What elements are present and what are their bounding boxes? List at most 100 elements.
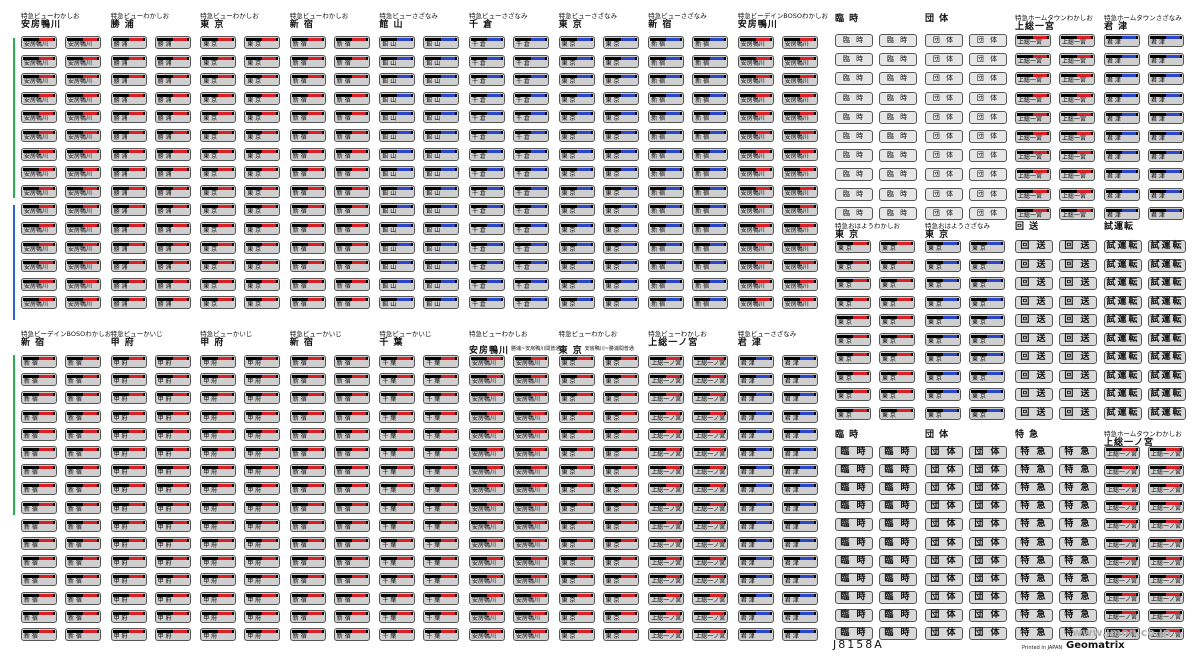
plate-destination: 東 京 [928,411,942,419]
destination-plate: 新 宿 [65,482,101,496]
plate-destination: 君 津 [1151,154,1165,162]
destination-plate: 東 京 [925,369,961,383]
destination-plate: 東 京 [925,332,961,346]
destination-plate: 上総一ノ宮 [1148,518,1184,532]
destination-plate: 館 山 [423,54,460,68]
group-heading: 特急ビューかいじ新 宿 [290,330,342,349]
plate-destination: 新 宿 [336,542,351,549]
destination-plate: 新 宿 [289,296,326,310]
plate-color-band [202,484,235,488]
destination-plate: 安房鴨川 [737,91,774,105]
destination-plate: 君 津 [737,609,774,623]
plate-color-band [156,411,189,415]
destination-plate: 甲 府 [154,573,191,587]
plate-destination: 勝 浦 [113,189,128,197]
plate-color-band [739,357,772,360]
plate-color-band [112,593,145,597]
destination-plate: 甲 府 [110,609,147,623]
destination-plate: 甲 府 [200,518,237,532]
plate-color-band [739,611,772,615]
plate-color-band [471,375,503,379]
brand-logo: Geomatrix [1066,640,1125,651]
plate-color-band [650,611,683,615]
group-note: 安房鴨川~勝浦間普通 [584,346,634,352]
plate-color-band [246,411,279,415]
plate-color-band [246,56,279,60]
destination-plate: 上総一ノ宮 [692,555,729,569]
plate-color-band [739,429,772,433]
plate-destination: 安房鴨川 [472,542,497,549]
destination-plate: 君 津 [1148,72,1184,86]
plate-color-band [1061,55,1093,59]
plate-color-band [739,557,772,561]
plate-color-band [604,93,637,97]
destination-plate: 新 宿 [333,373,370,387]
group-destination: 甲 府 [110,338,135,348]
text-plate: 臨 時 [835,464,873,478]
destination-plate: 安房鴨川 [781,129,818,142]
plate-destination: 東 京 [605,227,620,234]
destination-plate: 勝 浦 [110,222,147,235]
destination-plate: 東 京 [835,369,871,383]
plate-color-band [739,411,772,415]
text-plate: 試運転 [1148,314,1186,327]
destination-plate: 館 山 [423,73,460,87]
plate-destination: 安房鴨川 [516,469,541,477]
plate-destination: 新 宿 [695,208,710,216]
plate-color-band [23,205,55,209]
plate-destination: 新 宿 [68,505,82,513]
plate-destination: 館 山 [426,301,441,309]
destination-plate: 館 山 [423,184,460,198]
destination-plate: 東 京 [602,203,639,217]
destination-plate: 東 京 [200,147,237,161]
plate-color-band [156,539,189,542]
plate-color-band [156,611,189,615]
plate-destination: 新 宿 [292,189,307,197]
plate-color-band [381,279,414,283]
destination-plate: 上総一ノ宮 [1104,608,1140,622]
destination-plate: 君 津 [737,373,774,387]
plate-color-band [112,279,145,283]
plate-color-band [783,429,816,433]
plate-destination: 安房鴨川 [472,360,497,367]
plate-destination: 東 京 [972,282,986,289]
plate-destination: 千 倉 [472,208,486,216]
plate-color-band [604,520,637,524]
destination-plate: 新 宿 [289,166,326,180]
plate-destination: 安房鴨川 [740,59,765,67]
plate-color-band [112,630,145,633]
destination-plate: 館 山 [423,240,460,254]
plate-destination: 新 宿 [68,414,82,422]
destination-plate: 東 京 [602,36,639,49]
destination-plate: 新 宿 [289,73,326,87]
destination-plate: 上総一ノ宮 [692,391,729,405]
plate-destination: 甲 府 [113,596,128,604]
plate-destination: 東 京 [561,451,576,458]
plate-destination: 千 倉 [516,208,530,216]
plate-destination: 甲 府 [113,414,128,422]
destination-plate: 勝 浦 [110,73,147,87]
destination-plate: 千 倉 [513,36,549,49]
plate-destination: 千 葉 [382,396,397,404]
plate-destination: 新 宿 [651,171,666,179]
plate-destination: 千 倉 [472,301,486,309]
plate-destination: 安房鴨川 [784,282,809,290]
destination-plate: 上総一宮 [1015,168,1051,182]
plate-destination: 館 山 [426,115,441,123]
destination-plate: 勝 浦 [110,296,147,310]
plate-color-band [1150,36,1182,39]
plate-destination: 東 京 [247,208,262,216]
plate-destination: 新 宿 [292,264,307,272]
plate-destination: 新 宿 [292,282,307,290]
plate-color-band [67,56,99,60]
plate-destination: 君 津 [740,432,755,440]
plate-destination: 東 京 [561,633,576,640]
text-plate: 回 送 [1015,295,1053,309]
destination-plate: 新 宿 [692,73,729,87]
plate-color-band [246,205,279,209]
text-plate: 団 体 [925,608,963,622]
group-heading: 特急ビューさざなみ千 倉 [469,12,528,31]
plate-color-band [1106,629,1138,632]
plate-color-band [425,520,458,524]
destination-plate: 君 津 [737,409,774,423]
